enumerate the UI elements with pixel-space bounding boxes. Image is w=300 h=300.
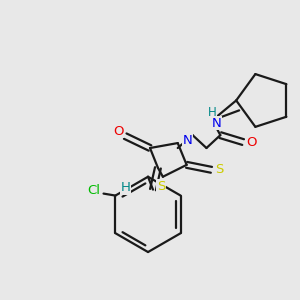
Text: H: H bbox=[208, 106, 217, 119]
Text: O: O bbox=[246, 136, 256, 148]
Text: S: S bbox=[215, 163, 224, 176]
Text: N: N bbox=[183, 134, 193, 147]
Text: S: S bbox=[157, 180, 165, 193]
Text: Cl: Cl bbox=[87, 184, 100, 197]
Text: O: O bbox=[113, 125, 124, 138]
Text: H: H bbox=[120, 181, 130, 194]
Text: N: N bbox=[212, 117, 221, 130]
